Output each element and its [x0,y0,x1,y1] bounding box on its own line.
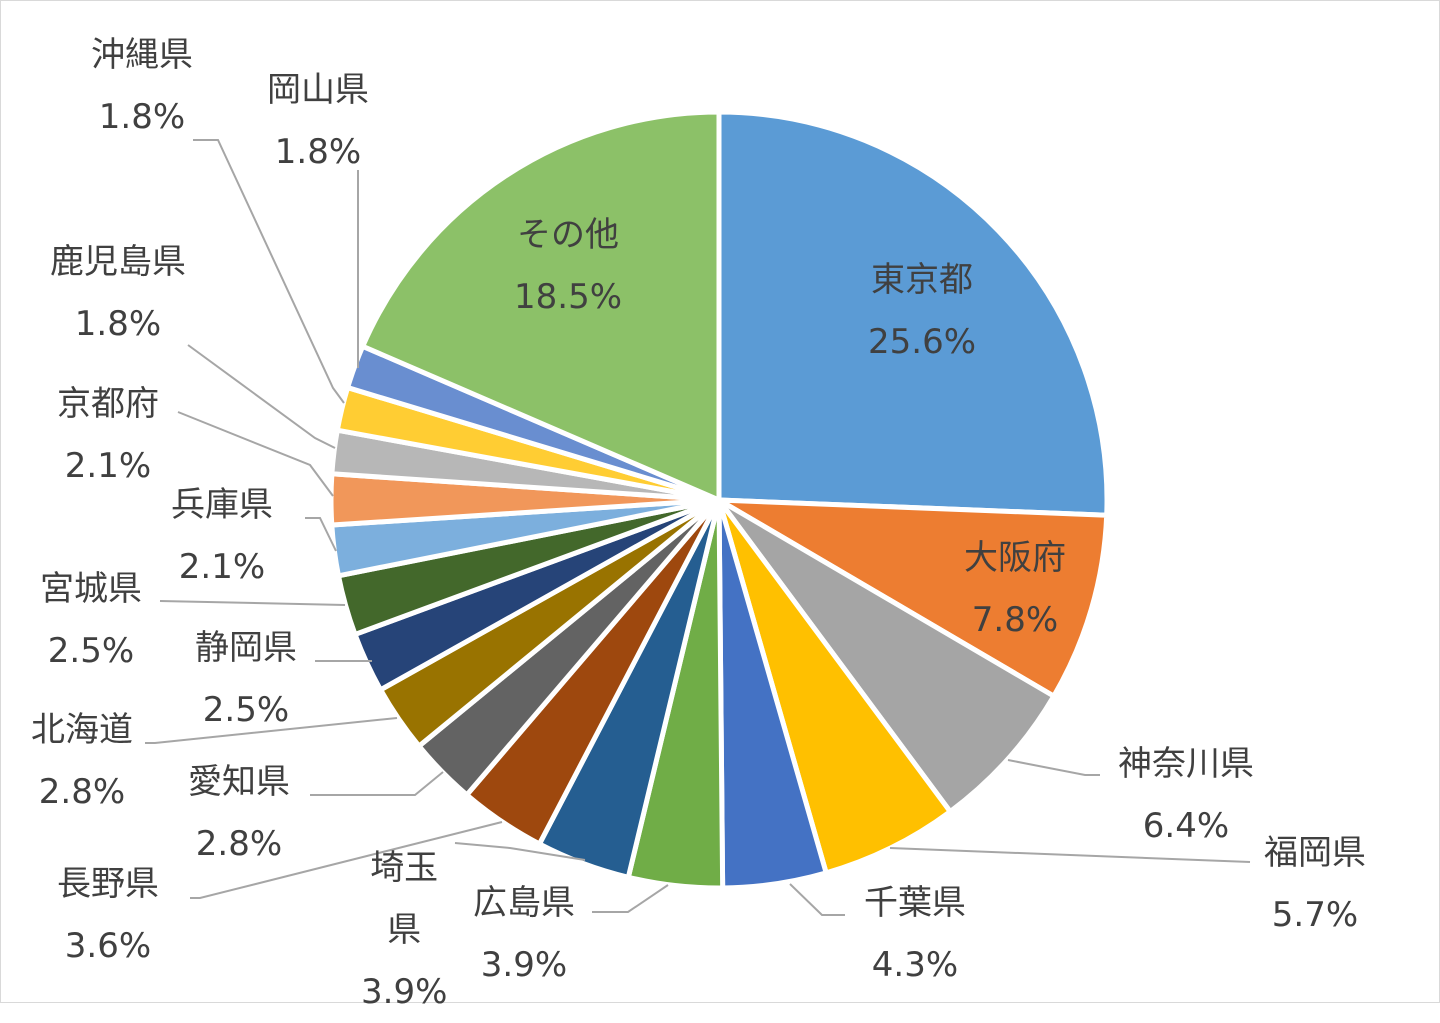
data-label-name: 広島県 [473,883,575,923]
data-label: 鹿児島県 1.8% [50,231,186,355]
data-label-name: その他 [517,215,619,255]
data-label-value: 2.8% [195,824,283,864]
data-label-value: 3.6% [64,926,152,966]
data-label: 長野県 3.6% [57,853,159,977]
leader-line [305,517,337,552]
leader-line [454,842,586,861]
data-label-value: 3.9% [480,945,568,985]
data-label-name: 宮城県 [40,569,142,609]
pie-slice [716,497,1057,815]
data-label-value: 1.8% [274,132,362,172]
data-label-name: 沖縄県 [91,35,193,75]
data-label-value: 3.9% [361,972,448,1012]
leader-line [187,344,336,449]
data-label-value: 2.1% [178,547,266,587]
leader-line [789,883,845,916]
data-label-name: 神奈川県 [1118,744,1254,784]
data-label-value: 4.3% [871,945,959,985]
data-label-value: 2.5% [202,690,290,730]
data-label-value: 1.8% [74,304,162,344]
data-label-value: 2.5% [47,631,135,671]
data-label: その他 18.5% [514,204,622,328]
data-label-name: 千葉県 [864,883,966,923]
data-label: 宮城県 2.5% [40,558,142,682]
data-label-value: 5.7% [1271,895,1359,935]
data-label: 北海道 2.8% [31,699,133,823]
data-label-name: 京都府 [57,384,159,424]
data-label-name: 福岡県 [1264,833,1366,873]
pie-slice [716,109,1110,518]
data-label: 京都府 2.1% [57,373,159,497]
data-label-name: 岡山県 [267,70,369,110]
data-label-name: 静岡県 [195,628,297,668]
data-label-value: 6.4% [1142,806,1230,846]
data-label-name: 兵庫県 [171,485,273,525]
leader-line [193,139,345,404]
data-label-value: 18.5% [514,277,623,317]
data-label: 沖縄県 1.8% [91,24,193,148]
data-label: 埼玉県 3.9% [361,837,447,1023]
data-label: 広島県 3.9% [473,872,575,996]
data-label-name: 東京都 [871,260,973,300]
leader-line [190,821,503,899]
data-label: 愛知県 2.8% [188,751,290,875]
pie-slice [716,497,1110,699]
leader-line [310,771,444,796]
data-label: 兵庫県 2.1% [171,474,273,598]
data-label-value: 2.8% [38,772,126,812]
data-label-name: 長野県 [57,864,159,904]
data-label: 大阪府 7.8% [964,527,1066,651]
leader-line [177,411,334,497]
leader-line [145,717,398,744]
leader-line [159,600,346,606]
data-label-value: 2.1% [64,446,152,486]
data-label: 福岡県 5.7% [1264,822,1366,946]
data-label: 東京都 25.6% [868,249,976,373]
data-label: 神奈川県 6.4% [1118,733,1254,857]
leader-line [889,847,1251,863]
leader-line [1007,759,1100,776]
data-label-name: 愛知県 [188,762,290,802]
data-label-value: 25.6% [868,322,977,362]
data-label: 千葉県 4.3% [864,872,966,996]
data-label-name: 県 [387,910,422,950]
data-label-name: 北海道 [31,710,133,750]
data-label-name: 埼玉 [370,848,439,888]
pie-slice [360,109,722,503]
leader-line [592,884,669,913]
data-label: 静岡県 2.5% [195,617,297,741]
data-label-name: 鹿児島県 [50,242,186,282]
data-label: 岡山県 1.8% [267,59,369,183]
data-label-value: 1.8% [98,97,186,137]
data-label-value: 7.8% [971,600,1059,640]
data-label-name: 大阪府 [964,538,1066,578]
